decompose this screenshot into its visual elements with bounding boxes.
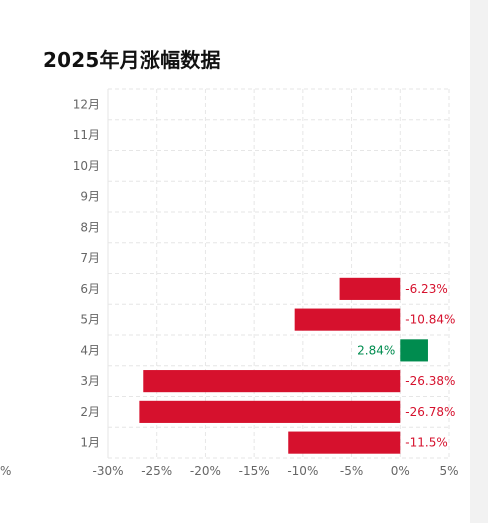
bar: [400, 339, 428, 362]
x-tick-label: -25%: [141, 464, 172, 478]
y-tick-label: 7月: [80, 251, 100, 265]
data-label: 2.84%: [357, 343, 395, 357]
data-label: -6.23%: [405, 282, 447, 296]
data-labels: -11.5% -26.78% -26.38% 2.84% -10.84% -6.23%: [357, 282, 455, 450]
y-tick-label: 1月: [80, 436, 100, 450]
y-axis-labels: 1月 2月 3月 4月 5月 6月 7月 8月 9月 10月 11月 12月: [73, 97, 100, 449]
x-axis-labels: -30% -25% -20% -15% -10% -5% 0% 5%: [92, 464, 458, 478]
bar: [139, 400, 401, 423]
bar-chart: 1月 2月 3月 4月 5月 6月 7月 8月 9月 10月 11月 12月 -30% -25% -20%…: [0, 88, 459, 478]
x-tick-label: -5%: [340, 464, 363, 478]
data-label: -26.78%: [405, 405, 455, 419]
y-tick-label: 3月: [80, 374, 100, 388]
x-tick-label: -20%: [190, 464, 221, 478]
data-label: -10.84%: [405, 313, 455, 327]
y-tick-label: 5月: [80, 313, 100, 327]
y-tick-label: 11月: [73, 128, 100, 142]
y-tick-label: 12月: [73, 97, 100, 111]
data-label: -11.5%: [405, 436, 447, 450]
page-edge-strip: [470, 0, 488, 523]
bar: [339, 277, 401, 300]
y-tick-label: 2月: [80, 405, 100, 419]
x-tick-label: 5%: [439, 464, 458, 478]
data-label: -26.38%: [405, 374, 455, 388]
y-tick-label: 8月: [80, 220, 100, 234]
chart-bars: [139, 277, 428, 454]
chart-card: 2025年月涨幅数据: [43, 48, 221, 72]
clipped-tick-fragment: %: [0, 464, 11, 478]
y-tick-label: 6月: [80, 282, 100, 296]
x-tick-label: -15%: [239, 464, 270, 478]
bar: [294, 308, 401, 331]
chart-title: 2025年月涨幅数据: [43, 48, 221, 72]
bar: [143, 370, 401, 393]
x-tick-label: -30%: [92, 464, 123, 478]
y-tick-label: 10月: [73, 159, 100, 173]
bar: [288, 431, 401, 454]
y-tick-label: 4月: [80, 343, 100, 357]
x-tick-label: 0%: [391, 464, 410, 478]
y-tick-label: 9月: [80, 190, 100, 204]
x-tick-label: -10%: [287, 464, 318, 478]
chart-grid: [107, 88, 450, 459]
